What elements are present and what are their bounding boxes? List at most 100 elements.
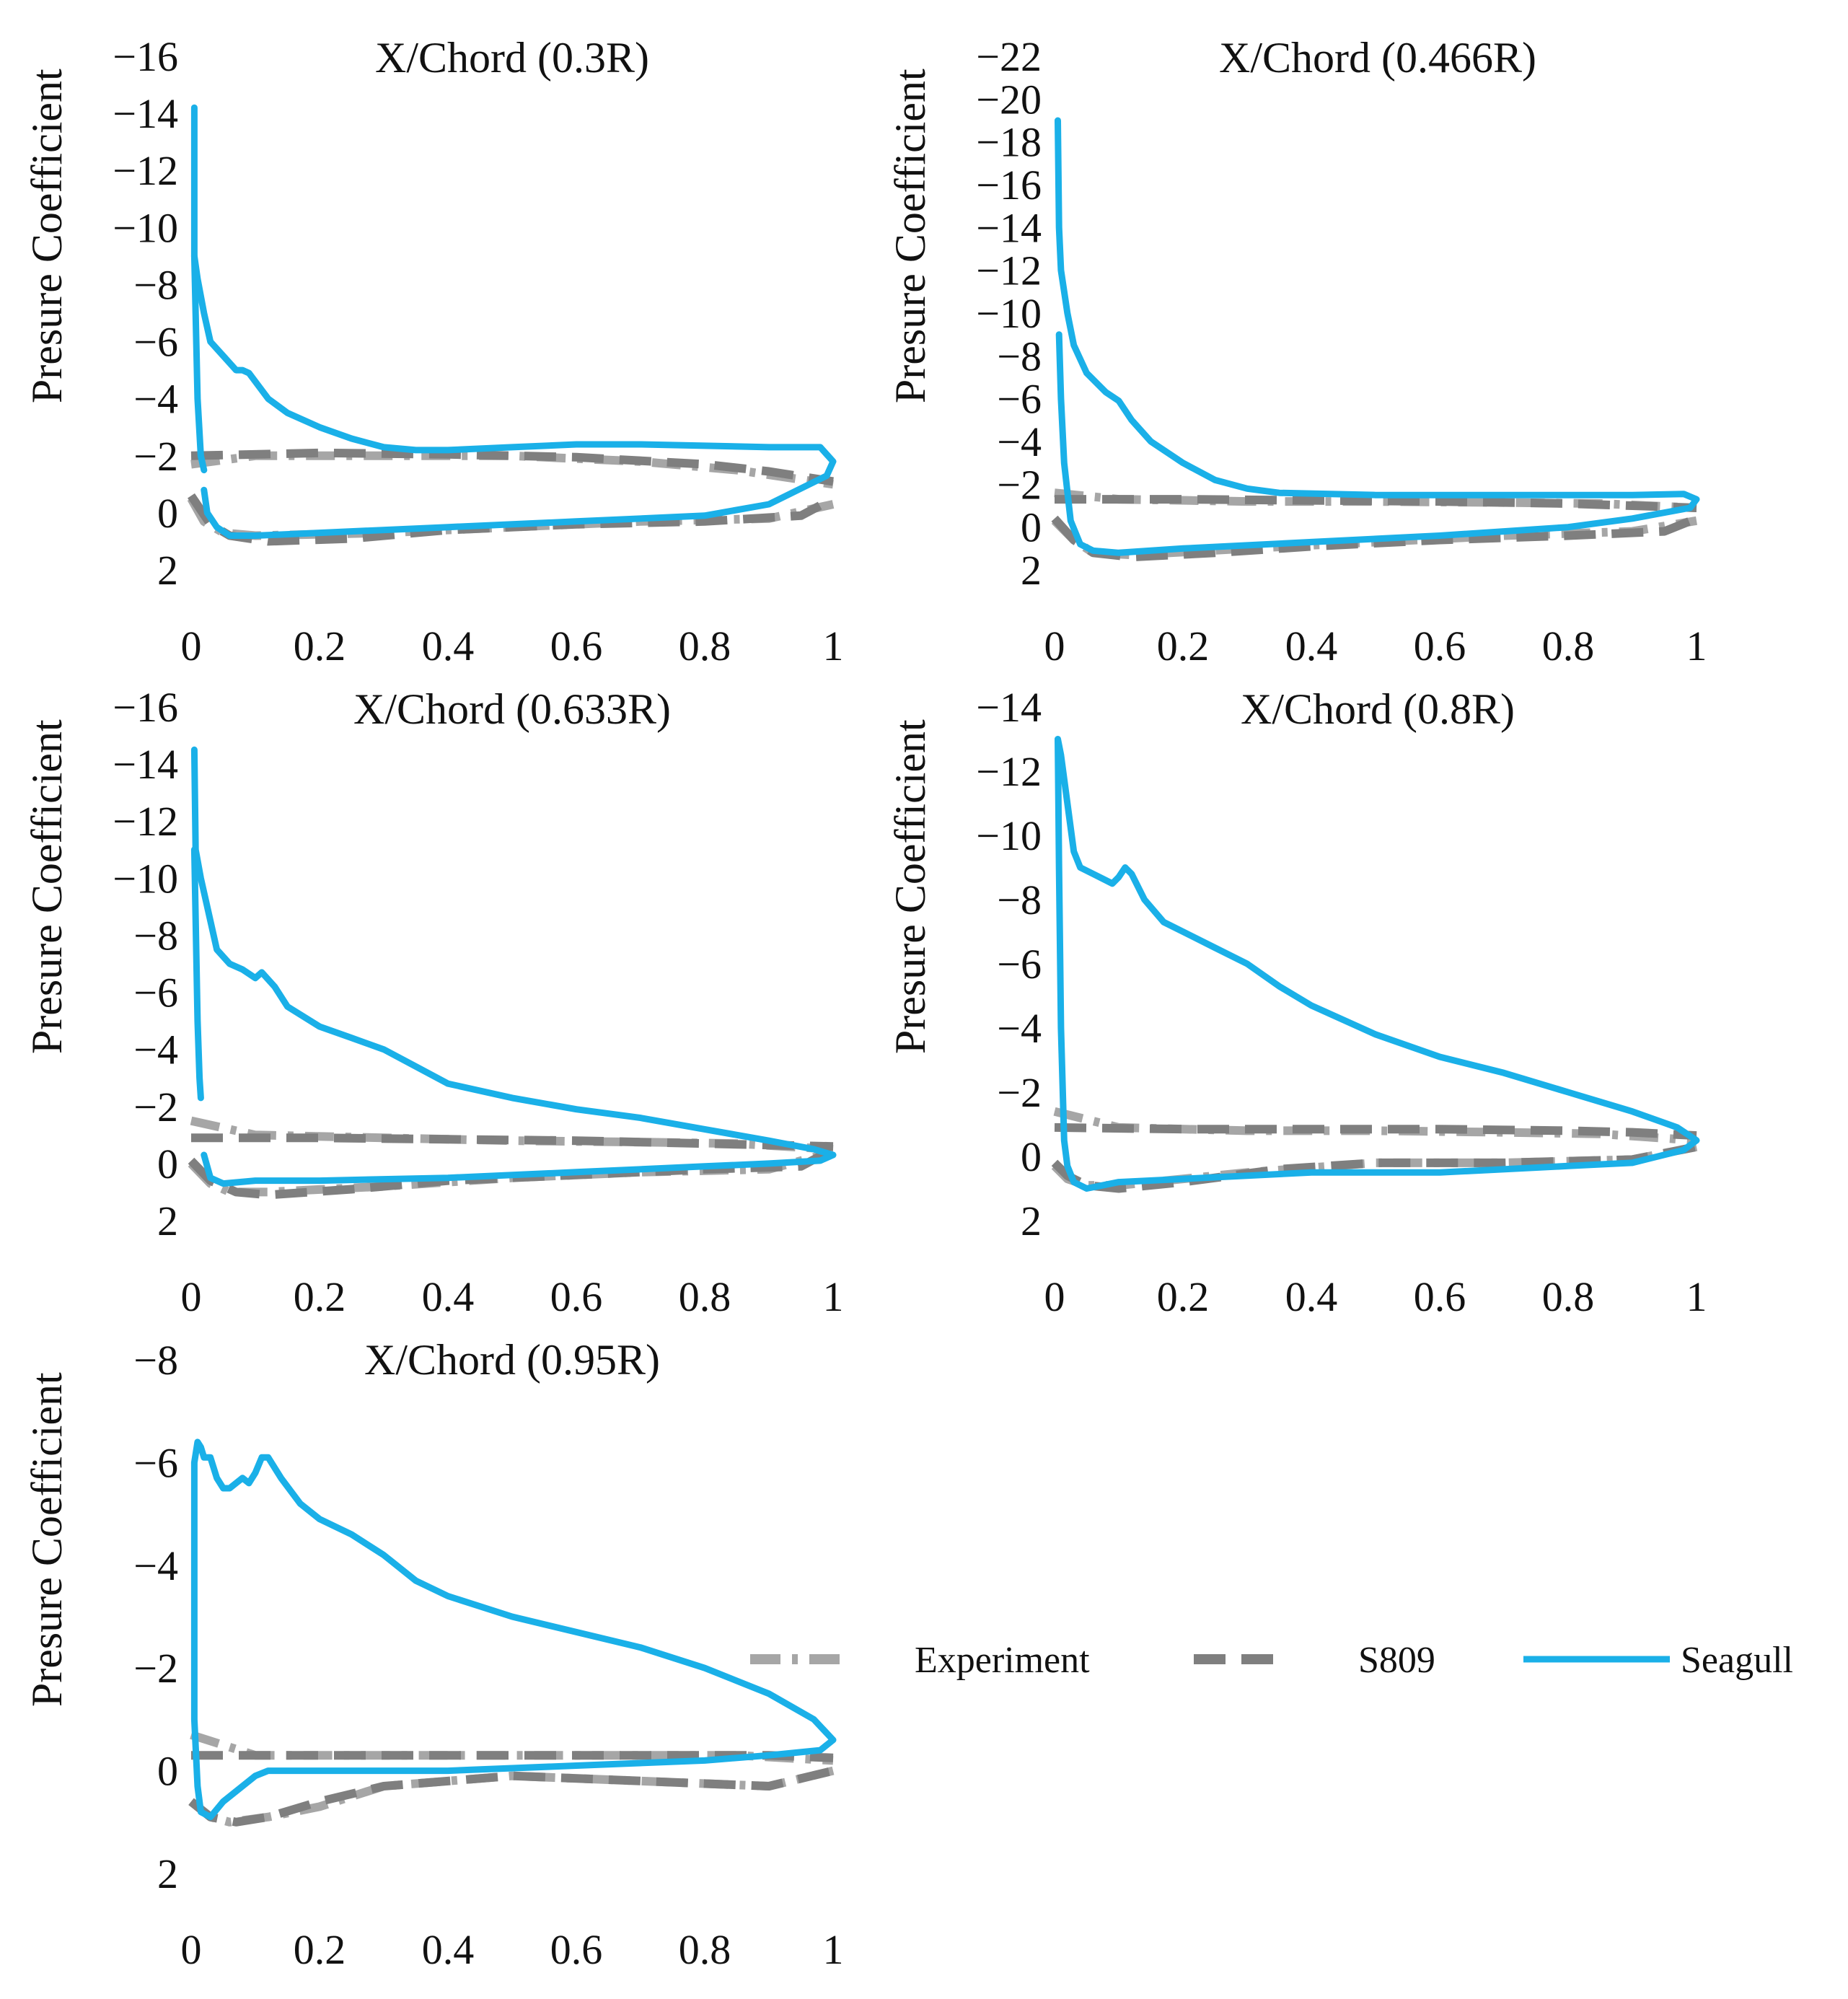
series-line-s809 [1051, 514, 1699, 562]
y-tick-label: −20 [976, 76, 1042, 123]
chart-panel-0-95r: X/Chord (0.95R) Presure Coefficient −8 −6… [23, 1336, 844, 1973]
x-tick-label: 0.2 [1157, 1273, 1210, 1320]
y-tick-label: −8 [133, 261, 178, 308]
y-tick-label: −12 [113, 147, 178, 194]
y-tick-label: 2 [1021, 547, 1042, 594]
series-line-seagull [190, 1438, 837, 1821]
x-tick-label: 0.8 [679, 1273, 731, 1320]
y-tick-label: 0 [1021, 504, 1042, 551]
legend-item-seagull: Seagull [1523, 1640, 1793, 1681]
y-tick-label: −2 [133, 1084, 178, 1130]
y-tick-label: −16 [113, 684, 178, 731]
x-tick-label: 1 [823, 1273, 844, 1320]
y-tick-label: −4 [997, 1005, 1042, 1052]
y-tick-label: 0 [157, 1141, 178, 1187]
chart-panel-0-8r: X/Chord (0.8R) Presure Coefficient −14 −1… [886, 684, 1707, 1320]
y-tick-label: 0 [1021, 1133, 1042, 1180]
x-tick-label: 1 [823, 623, 844, 669]
x-tick-label: 0.6 [550, 1273, 603, 1320]
series-line-s809 [1055, 495, 1697, 512]
x-tick-label: 0.4 [422, 1273, 475, 1320]
y-tick-label: −4 [133, 1027, 178, 1073]
y-tick-label: −6 [133, 970, 178, 1016]
y-tick-label: −10 [113, 204, 178, 251]
chart-panel-0-466r: X/Chord (0.466R) Presure Coefficient −2 2… [886, 33, 1707, 669]
x-tick-label: 0.2 [1157, 623, 1210, 669]
x-tick-label: 0.8 [679, 1926, 731, 1973]
y-tick-label: −10 [976, 290, 1042, 337]
x-tick-label: 0.8 [1542, 1273, 1595, 1320]
y-tick-label: −2 [997, 461, 1042, 508]
y-tick-label: −8 [133, 1337, 178, 1384]
series-line-seagull [1055, 117, 1700, 556]
y-tick-label: −2 [997, 1069, 1042, 1116]
x-tick-label: 0.2 [294, 623, 346, 669]
x-tick-label: 0.8 [1542, 623, 1595, 669]
y-tick-label: −10 [113, 855, 178, 902]
chart-title: X/Chord (0.3R) [375, 34, 649, 82]
x-tick-label: 0 [1044, 1273, 1065, 1320]
legend-label-experiment: Experiment [915, 1640, 1090, 1681]
y-tick-label: −12 [976, 748, 1042, 795]
series-line-s809 [188, 1145, 835, 1200]
series-line-seagull [190, 252, 208, 474]
y-tick-label: −6 [133, 319, 178, 366]
chart-title: X/Chord (0.633R) [353, 685, 671, 733]
y-tick-label: −12 [113, 798, 178, 845]
y-axis-label: Presure Coefficient [886, 719, 934, 1054]
x-tick-label: 1 [1686, 1273, 1707, 1320]
x-tick-label: 0.4 [1285, 1273, 1338, 1320]
y-axis-label: Presure Coefficient [23, 69, 71, 403]
x-tick-label: 0.6 [550, 1926, 603, 1973]
chart-title: X/Chord (0.95R) [364, 1336, 660, 1384]
y-tick-label: −4 [997, 418, 1042, 465]
chart-title: X/Chord (0.8R) [1241, 685, 1515, 733]
y-tick-label: −10 [976, 812, 1042, 859]
y-tick-label: 0 [157, 1748, 178, 1795]
series-line-s809 [1054, 1122, 1697, 1141]
y-tick-label: −14 [976, 204, 1042, 251]
x-tick-label: 0.2 [294, 1926, 346, 1973]
legend-label-seagull: Seagull [1681, 1640, 1793, 1681]
series-line-seagull [1055, 736, 1700, 1192]
legend-item-experiment: Experiment [750, 1640, 1090, 1681]
y-tick-label: −4 [133, 376, 178, 423]
chart-title: X/Chord (0.466R) [1219, 34, 1536, 82]
x-tick-label: 1 [823, 1926, 844, 1973]
y-tick-label: −2 [133, 433, 178, 480]
y-tick-label: −8 [133, 912, 178, 959]
x-tick-label: 0 [181, 1926, 202, 1973]
y-tick-label: −14 [113, 741, 178, 788]
legend-label-s809: S809 [1358, 1640, 1435, 1681]
y-tick-label: −18 [976, 119, 1042, 166]
chart-panel-0-3r: X/Chord (0.3R) Presure Coefficient −16 −1… [23, 33, 844, 669]
y-tick-label: 0 [157, 490, 178, 537]
series-line-s809 [188, 1766, 835, 1827]
series-line-s809 [188, 493, 835, 546]
y-tick-label: 2 [157, 1850, 178, 1897]
x-tick-label: 0.6 [550, 623, 603, 669]
x-tick-label: 0.6 [1414, 1273, 1466, 1320]
x-tick-label: 0.4 [422, 623, 475, 669]
series-line-s809 [191, 1133, 834, 1151]
legend: Experiment S809 Seagull [750, 1640, 1793, 1681]
y-tick-label: −12 [976, 247, 1042, 294]
x-tick-label: 0.4 [1285, 623, 1338, 669]
x-tick-label: 0.2 [294, 1273, 346, 1320]
y-tick-label: −4 [133, 1542, 178, 1589]
y-tick-label: −8 [997, 877, 1042, 923]
y-tick-label: 2 [157, 547, 178, 594]
y-tick-label: −6 [133, 1439, 178, 1486]
legend-item-s809: S809 [1194, 1640, 1435, 1681]
y-axis-label: Presure Coefficient [886, 69, 934, 403]
series-line-seagull [190, 746, 837, 1187]
series-line-s809 [190, 448, 834, 486]
y-tick-label: −6 [997, 941, 1042, 988]
y-tick-label: −2 [133, 1645, 178, 1692]
